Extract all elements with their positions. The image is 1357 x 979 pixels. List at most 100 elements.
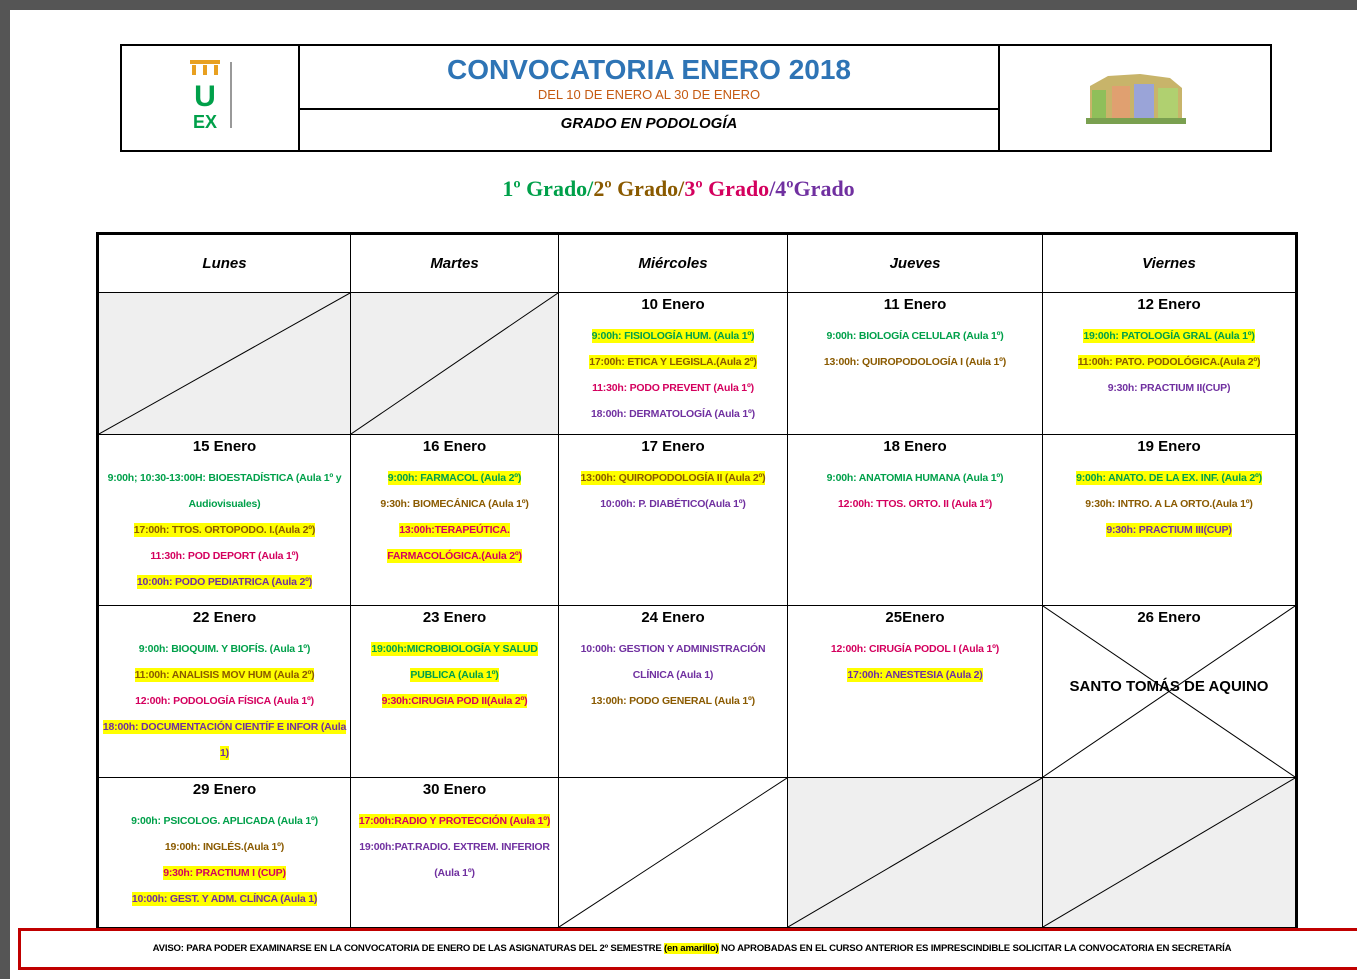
day-cell: 11 Enero 9:00h: BIOLOGÍA CELULAR (Aula 1º… xyxy=(787,292,1043,435)
exam-entry: 12:00h: TTOS. ORTO. II (Aula 1º) xyxy=(788,491,1042,517)
exam-text: 13:00h: QUIROPODOLOGÍA I (Aula 1º) xyxy=(823,356,1007,368)
exam-text: 12:00h: CIRUGÍA PODOL I (Aula 1º) xyxy=(830,643,1000,655)
exam-entry: 10:00h: PODO PEDIATRICA (Aula 2º) xyxy=(99,569,350,595)
day-cell: 24 Enero 10:00h: GESTION Y ADMINISTRACIÓN… xyxy=(558,605,788,778)
exam-entry: 9:00h: PSICOLOG. APLICADA (Aula 1º) xyxy=(99,808,350,834)
exam-text: 9:00h: BIOQUIM. Y BIOFÍS. (Aula 1º) xyxy=(138,643,311,655)
exam-text: 11:00h: ANALISIS MOV HUM (Aula 2º) xyxy=(134,668,315,682)
exam-text: 9:30h: INTRO. A LA ORTO.(Aula 1º) xyxy=(1085,498,1253,510)
day-cell xyxy=(1042,777,1297,929)
exam-text: 19:00h:MICROBIOLOGÍA Y SALUD PUBLICA (Au… xyxy=(371,642,538,682)
exam-text: 9:00h: ANATOMIA HUMANA (Aula 1º) xyxy=(826,472,1004,484)
building-facade xyxy=(1134,84,1154,118)
diagonal-line xyxy=(559,778,787,927)
exam-entry: 11:00h: ANALISIS MOV HUM (Aula 2º) xyxy=(99,662,350,688)
exam-entry: 13:00h: PODO GENERAL (Aula 1º) xyxy=(559,688,787,714)
exam-text: 10:00h: P. DIABÉTICO(Aula 1º) xyxy=(600,498,746,510)
logo-letter: U xyxy=(194,80,216,113)
date: 29 Enero xyxy=(192,781,257,798)
exam-text: 9:00h; 10:30-13:00H: BIOESTADÍSTICA (Aul… xyxy=(107,472,342,510)
exam-entry: 13:00h:TERAPEÚTICA. FARMACOLÓGICA.(Aula … xyxy=(351,517,558,569)
cross-out xyxy=(1043,606,1295,777)
exam-text: 12:00h: TTOS. ORTO. II (Aula 1º) xyxy=(838,498,992,510)
exam-entry: 12:00h: CIRUGÍA PODOL I (Aula 1º) xyxy=(788,636,1042,662)
day-header: Viernes xyxy=(1042,233,1297,293)
date-range: DEL 10 DE ENERO AL 30 DE ENERO xyxy=(537,87,761,102)
header-center: CONVOCATORIA ENERO 2018 DEL 10 DE ENERO … xyxy=(300,46,1000,150)
date: 12 Enero xyxy=(1137,296,1201,313)
holiday-note: SANTO TOMÁS DE AQUINO xyxy=(1069,678,1269,695)
notice-text: AVISO: PARA PODER EXAMINARSE EN LA CONVO… xyxy=(152,943,665,954)
notice-highlight: (en amarillo) xyxy=(664,943,719,954)
window-frame xyxy=(0,0,10,979)
empty-slash xyxy=(559,778,787,927)
exam-text: 9:00h: FARMACOL (Aula 2º) xyxy=(387,471,522,485)
diagonal-line xyxy=(1043,606,1295,777)
day-header: Jueves xyxy=(787,233,1043,293)
day-cell: 18 Enero 9:00h: ANATOMIA HUMANA (Aula 1º)… xyxy=(787,434,1043,606)
diagonal-line xyxy=(1043,778,1295,927)
date: 25Enero xyxy=(885,609,945,626)
logo-column xyxy=(192,65,196,75)
day-cell: 30 Enero 17:00h:RADIO Y PROTECCIÓN (Aula … xyxy=(350,777,559,929)
schedule-table: Lunes Martes Miércoles Jueves Viernes 10 Ene… xyxy=(96,232,1298,930)
exam-entry: 18:00h: DERMATOLOGÍA (Aula 1º) xyxy=(559,401,787,427)
date: 24 Enero xyxy=(641,609,705,626)
date: 22 Enero xyxy=(192,609,257,626)
exam-text: 13:00h: QUIROPODOLOGÍA II (Aula 2º) xyxy=(580,471,766,485)
date: 19 Enero xyxy=(1137,438,1201,455)
exam-text: 9:30h: BIOMECÁNICA (Aula 1º) xyxy=(380,498,529,510)
exam-entry: 9:30h: BIOMECÁNICA (Aula 1º) xyxy=(351,491,558,517)
date: 17 Enero xyxy=(641,438,705,455)
exam-text: 18:00h: DOCUMENTACIÓN CIENTÍF E INFOR (A… xyxy=(102,720,347,760)
exam-text: 13:00h: PODO GENERAL (Aula 1º) xyxy=(591,695,755,707)
empty-slash xyxy=(1043,778,1295,927)
logo-column xyxy=(203,65,207,75)
exam-entry: 17:00h: ANESTESIA (Aula 2) xyxy=(788,662,1042,688)
building-facade xyxy=(1112,86,1130,118)
exam-text: 18:00h: DERMATOLOGÍA (Aula 1º) xyxy=(591,408,755,420)
exam-entry: 13:00h: QUIROPODOLOGÍA II (Aula 2º) xyxy=(559,465,787,491)
day-cell: 16 Enero 9:00h: FARMACOL (Aula 2º) 9:30h: … xyxy=(350,434,559,606)
exam-text: 9:30h: PRACTIUM III(CUP) xyxy=(1106,523,1232,537)
exam-entry: 11:00h: PATO. PODOLÓGICA.(Aula 2º) xyxy=(1043,349,1295,375)
exam-text: 9:00h: ANATO. DE LA EX. INF. (Aula 2º) xyxy=(1076,471,1262,485)
title: CONVOCATORIA ENERO 2018 xyxy=(446,54,852,85)
exam-text: 11:00h: PATO. PODOLÓGICA.(Aula 2º) xyxy=(1077,355,1261,369)
exam-text: 10:00h: GESTION Y ADMINISTRACIÓN CLÍNICA… xyxy=(580,643,766,681)
exam-entry: 19:00h:MICROBIOLOGÍA Y SALUD PUBLICA (Au… xyxy=(351,636,558,688)
date: 30 Enero xyxy=(422,781,487,798)
exam-entry: 9:00h: ANATOMIA HUMANA (Aula 1º) xyxy=(788,465,1042,491)
exam-text: 9:00h: BIOLOGÍA CELULAR (Aula 1º) xyxy=(826,330,1004,342)
exam-entry: 9:00h: FARMACOL (Aula 2º) xyxy=(351,465,558,491)
exam-text: 17:00h: ANESTESIA (Aula 2) xyxy=(847,668,983,682)
building-cell xyxy=(1000,46,1270,150)
day-cell: 17 Enero 13:00h: QUIROPODOLOGÍA II (Aula … xyxy=(558,434,788,606)
exam-text: 11:30h: PODO PREVENT (Aula 1º) xyxy=(592,382,754,394)
exam-entry: 9:00h: BIOQUIM. Y BIOFÍS. (Aula 1º) xyxy=(99,636,350,662)
exam-text: 19:00h: INGLÉS.(Aula 1º) xyxy=(164,841,285,853)
building-ground xyxy=(1086,118,1186,124)
exam-entry: 11:30h: POD DEPORT (Aula 1º) xyxy=(99,543,350,569)
day-cell xyxy=(558,777,788,929)
date: 26 Enero xyxy=(1137,609,1201,626)
exam-text: 9:30h: PRACTIUM II(CUP) xyxy=(1107,382,1231,394)
exam-text: 9:30h: PRACTIUM I (CUP) xyxy=(163,866,286,880)
exam-entry: 17:00h: ETICA Y LEGISLA.(Aula 2º) xyxy=(559,349,787,375)
exam-entry: 19:00h:PAT.RADIO. EXTREM. INFERIOR (Aula… xyxy=(351,834,558,886)
day-cell xyxy=(97,292,351,435)
day-cell: 29 Enero 9:00h: PSICOLOG. APLICADA (Aula … xyxy=(97,777,351,929)
logo-letters: EX xyxy=(193,112,217,132)
date: 18 Enero xyxy=(883,438,947,455)
day-cell: 23 Enero 19:00h:MICROBIOLOGÍA Y SALUD PUB… xyxy=(350,605,559,778)
diagonal-line xyxy=(99,293,350,434)
exam-entry: 11:30h: PODO PREVENT (Aula 1º) xyxy=(559,375,787,401)
exam-entry: 12:00h: PODOLOGÍA FÍSICA (Aula 1º) xyxy=(99,688,350,714)
exam-text: 9:30h:CIRUGIA POD II(Aula 2º) xyxy=(381,694,528,708)
exam-entry: 10:00h: GEST. Y ADM. CLÍNCA (Aula 1) xyxy=(99,886,350,912)
exam-text: 17:00h: TTOS. ORTOPODO. I.(Aula 2º) xyxy=(133,523,316,537)
grade-label: 1º Grado/ xyxy=(502,176,594,201)
exam-entry: 9:30h: PRACTIUM III(CUP) xyxy=(1043,517,1295,543)
degree: GRADO EN PODOLOGÍA xyxy=(300,108,998,150)
